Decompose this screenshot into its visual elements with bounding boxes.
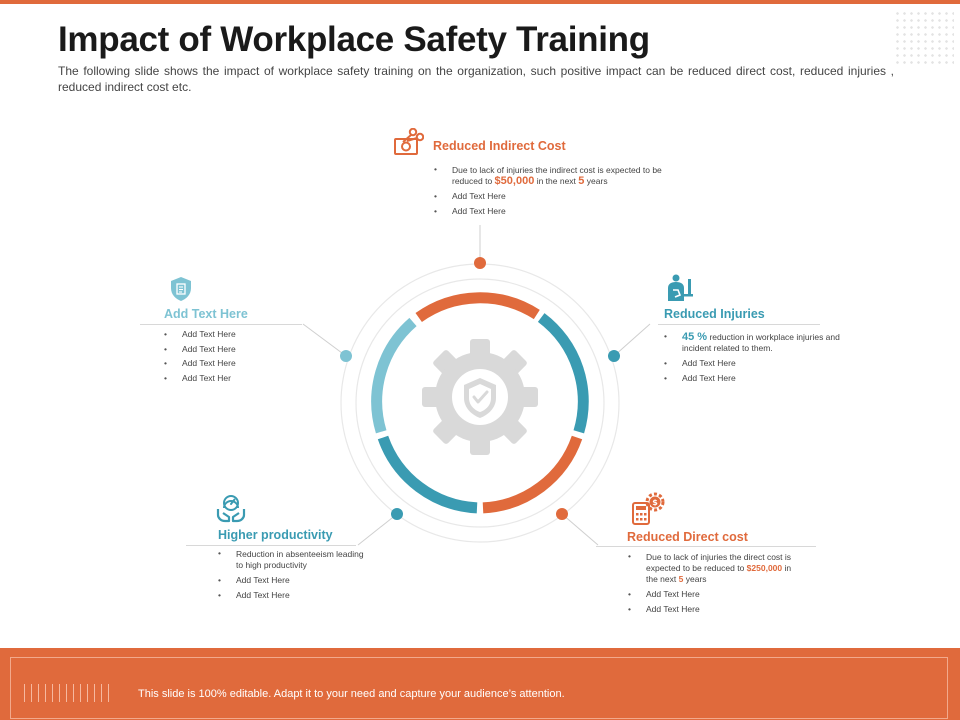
marker-dot-right [608, 350, 620, 362]
ring-segment-bottom-left [377, 435, 478, 514]
marker-dot-bottom-right [556, 508, 568, 520]
bullet-item: 45 % reduction in workplace injuries and… [664, 331, 844, 356]
years-value: 5 [578, 175, 585, 187]
amount-value: $250,000 [746, 563, 783, 573]
connector-right [613, 323, 651, 357]
bullet-item: Add Text Here [628, 602, 804, 617]
ring-segment-left [371, 317, 417, 434]
svg-text:$: $ [652, 498, 658, 507]
inner-guide-ring [355, 278, 605, 528]
amount-value: $50,000 [494, 175, 535, 187]
heading-reduced-injuries: Reduced Injuries [664, 307, 765, 321]
marker-dot-left [340, 350, 352, 362]
bullets-add-text-here: Add Text Here Add Text Here Add Text Her… [164, 327, 284, 385]
scissors-money-icon [394, 128, 424, 155]
bullet-item: Add Text Here [664, 356, 844, 371]
bullet-item: Add Text Here [164, 342, 284, 357]
top-accent-bar [0, 0, 960, 4]
marker-dot-bottom-left [391, 508, 403, 520]
ring-segment-right [537, 313, 589, 434]
connector-bottom-right [561, 513, 599, 546]
years-value: 5 [678, 574, 684, 584]
shield-document-icon [171, 277, 191, 301]
bullet-item: Add Text Here [164, 327, 284, 342]
bullet-item: Add Text Here [218, 588, 368, 603]
divider-line [140, 324, 302, 325]
heading-higher-productivity: Higher productivity [218, 528, 333, 542]
bullet-item: Add Text Here [164, 356, 284, 371]
divider-line [596, 546, 816, 547]
bullet-item: Reduction in absenteeism leading to high… [218, 548, 368, 573]
connector-bottom-left [357, 513, 398, 546]
footer-line-pattern [24, 684, 114, 702]
bullets-higher-productivity: Reduction in absenteeism leading to high… [218, 548, 368, 602]
footer-text: This slide is 100% editable. Adapt it to… [138, 688, 565, 700]
heading-add-text-here: Add Text Here [164, 307, 248, 321]
divider-line [658, 324, 820, 325]
bullet-item: Due to lack of injuries the direct cost … [628, 551, 804, 587]
calculator-gear-dollar-icon: $ [632, 492, 665, 525]
percent-value: 45 % [682, 331, 708, 343]
injured-person-icon [668, 274, 693, 301]
footer-frame [10, 657, 948, 719]
outer-guide-ring [340, 263, 620, 543]
bullet-item: Add Text Here [628, 587, 804, 602]
marker-dot-top [474, 257, 486, 269]
ring-segment-bottom-right [482, 435, 583, 514]
bullet-item: Due to lack of injuries the indirect cos… [434, 164, 684, 189]
bullets-reduced-direct-cost: Due to lack of injuries the direct cost … [628, 551, 804, 616]
page-title: Impact of Workplace Safety Training [58, 20, 650, 59]
ring-segment-top [415, 292, 540, 323]
hands-gauge-icon [216, 495, 246, 523]
bullets-reduced-injuries: 45 % reduction in workplace injuries and… [664, 331, 844, 385]
bullet-item: Add Text Her [164, 371, 284, 386]
page-subtitle: The following slide shows the impact of … [58, 64, 894, 94]
gear-shield-check-icon [422, 339, 538, 455]
bullet-item: Add Text Here [664, 371, 844, 386]
divider-line [186, 545, 356, 546]
bullets-reduced-indirect-cost: Due to lack of injuries the indirect cos… [434, 164, 684, 218]
heading-reduced-indirect-cost: Reduced Indirect Cost [433, 139, 566, 153]
connector-left [302, 323, 347, 357]
heading-reduced-direct-cost: Reduced Direct cost [627, 530, 748, 544]
bullet-item: Add Text Here [434, 204, 684, 219]
bullet-item: Add Text Here [434, 189, 684, 204]
footer-bar: This slide is 100% editable. Adapt it to… [0, 648, 960, 720]
dot-pattern-decoration [894, 10, 954, 66]
bullet-item: Add Text Here [218, 573, 368, 588]
